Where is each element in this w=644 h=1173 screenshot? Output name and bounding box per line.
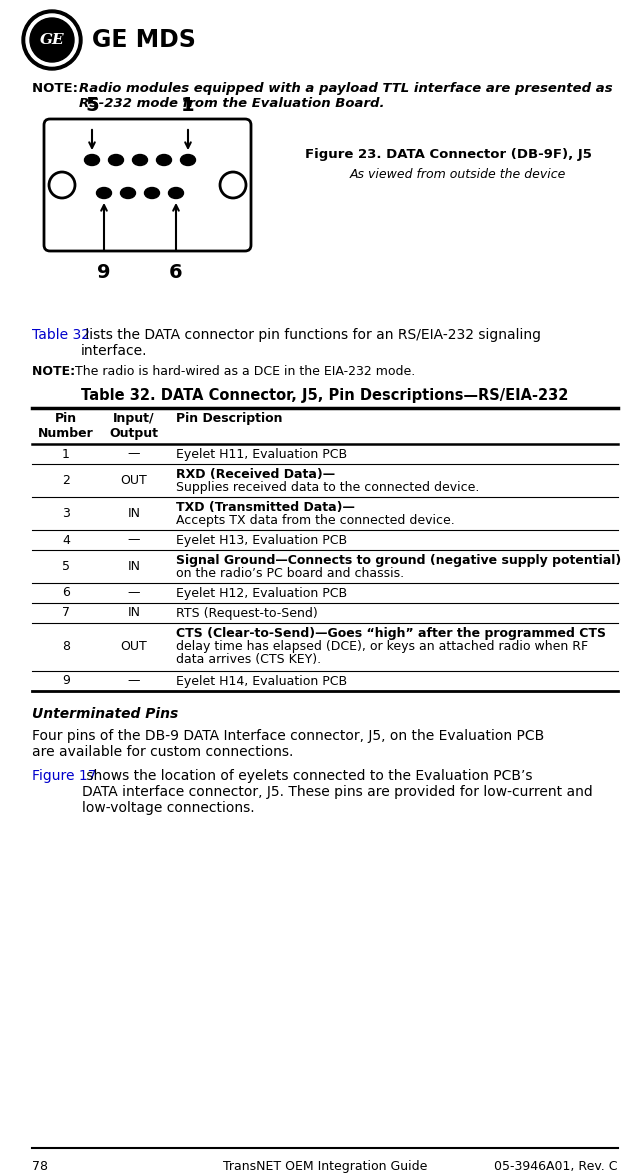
Text: TXD (Transmitted Data)—: TXD (Transmitted Data)— — [176, 501, 355, 514]
Text: NOTE:: NOTE: — [32, 365, 79, 378]
Text: OUT: OUT — [120, 474, 147, 487]
Text: Eyelet H12, Evaluation PCB: Eyelet H12, Evaluation PCB — [176, 586, 347, 601]
Text: 4: 4 — [62, 534, 70, 547]
Text: —: — — [128, 534, 140, 547]
Ellipse shape — [156, 155, 171, 165]
Text: Input/
Output: Input/ Output — [109, 412, 158, 440]
Text: 1: 1 — [181, 96, 195, 115]
Text: delay time has elapsed (DCE), or keys an attached radio when RF: delay time has elapsed (DCE), or keys an… — [176, 640, 588, 653]
Text: Signal Ground—Connects to ground (negative supply potential): Signal Ground—Connects to ground (negati… — [176, 554, 621, 567]
Circle shape — [220, 172, 246, 198]
Text: Radio modules equipped with a payload TTL interface are presented as
RS-232 mode: Radio modules equipped with a payload TT… — [79, 82, 612, 110]
Ellipse shape — [133, 155, 147, 165]
Text: CTS (Clear-to-Send)—Goes “high” after the programmed CTS: CTS (Clear-to-Send)—Goes “high” after th… — [176, 628, 606, 640]
Text: 8: 8 — [62, 640, 70, 653]
Text: IN: IN — [128, 560, 140, 572]
Text: Pin
Number: Pin Number — [38, 412, 94, 440]
Text: on the radio’s PC board and chassis.: on the radio’s PC board and chassis. — [176, 567, 404, 579]
Circle shape — [26, 14, 78, 66]
Ellipse shape — [97, 188, 111, 198]
Text: 7: 7 — [62, 606, 70, 619]
Ellipse shape — [169, 188, 184, 198]
Circle shape — [49, 172, 75, 198]
Text: 78: 78 — [32, 1160, 48, 1173]
Text: NOTE:: NOTE: — [32, 82, 82, 95]
Text: 05-3946A01, Rev. C: 05-3946A01, Rev. C — [495, 1160, 618, 1173]
Text: As viewed from outside the device: As viewed from outside the device — [350, 168, 566, 181]
Circle shape — [30, 18, 74, 62]
Text: RTS (Request-to-Send): RTS (Request-to-Send) — [176, 606, 317, 621]
Text: —: — — [128, 586, 140, 599]
Ellipse shape — [180, 155, 196, 165]
Text: Figure 23. DATA Connector (DB-9F), J5: Figure 23. DATA Connector (DB-9F), J5 — [305, 148, 592, 161]
Text: The radio is hard-wired as a DCE in the EIA-232 mode.: The radio is hard-wired as a DCE in the … — [75, 365, 415, 378]
Text: Table 32. DATA Connector, J5, Pin Descriptions—RS/EIA-232: Table 32. DATA Connector, J5, Pin Descri… — [81, 388, 569, 404]
Text: lists the DATA connector pin functions for an RS/EIA-232 signaling
interface.: lists the DATA connector pin functions f… — [81, 328, 541, 358]
Ellipse shape — [108, 155, 124, 165]
Text: Unterminated Pins: Unterminated Pins — [32, 707, 178, 721]
Text: GE: GE — [40, 33, 64, 47]
Text: Four pins of the DB-9 DATA Interface connector, J5, on the Evaluation PCB
are av: Four pins of the DB-9 DATA Interface con… — [32, 728, 544, 759]
Text: IN: IN — [128, 507, 140, 520]
Text: Eyelet H14, Evaluation PCB: Eyelet H14, Evaluation PCB — [176, 674, 347, 689]
Text: 2: 2 — [62, 474, 70, 487]
Circle shape — [22, 11, 82, 70]
Text: 9: 9 — [97, 263, 111, 282]
Text: TransNET OEM Integration Guide: TransNET OEM Integration Guide — [223, 1160, 427, 1173]
Text: Table 32: Table 32 — [32, 328, 90, 343]
Text: —: — — [128, 448, 140, 461]
Text: Eyelet H11, Evaluation PCB: Eyelet H11, Evaluation PCB — [176, 448, 347, 461]
Text: 1: 1 — [62, 448, 70, 461]
Text: Accepts TX data from the connected device.: Accepts TX data from the connected devic… — [176, 514, 455, 527]
Ellipse shape — [144, 188, 160, 198]
Text: RXD (Received Data)—: RXD (Received Data)— — [176, 468, 335, 481]
Text: Supplies received data to the connected device.: Supplies received data to the connected … — [176, 481, 479, 494]
Text: Figure 17: Figure 17 — [32, 769, 97, 784]
Text: shows the location of eyelets connected to the Evaluation PCB’s
DATA interface c: shows the location of eyelets connected … — [82, 769, 592, 815]
Text: data arrives (CTS KEY).: data arrives (CTS KEY). — [176, 653, 321, 666]
Text: 5: 5 — [85, 96, 99, 115]
Ellipse shape — [84, 155, 100, 165]
Text: 3: 3 — [62, 507, 70, 520]
FancyBboxPatch shape — [44, 118, 251, 251]
Text: 5: 5 — [62, 560, 70, 572]
Ellipse shape — [120, 188, 135, 198]
Text: 6: 6 — [62, 586, 70, 599]
Text: IN: IN — [128, 606, 140, 619]
Text: Pin Description: Pin Description — [176, 412, 283, 425]
Text: Eyelet H13, Evaluation PCB: Eyelet H13, Evaluation PCB — [176, 534, 347, 547]
Text: 9: 9 — [62, 674, 70, 687]
Text: —: — — [128, 674, 140, 687]
Text: 6: 6 — [169, 263, 183, 282]
Text: GE MDS: GE MDS — [92, 28, 196, 52]
Text: OUT: OUT — [120, 640, 147, 653]
